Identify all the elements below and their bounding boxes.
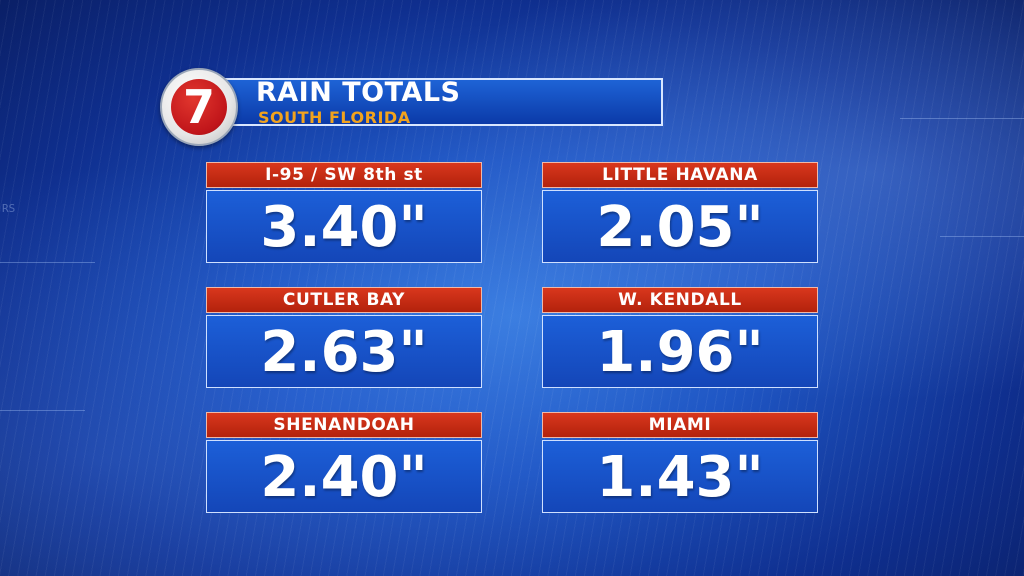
rain-total-value: 1.96"	[596, 320, 764, 385]
rain-total-value: 2.05"	[596, 195, 764, 260]
rain-total-box: 2.40"	[206, 440, 482, 513]
rain-total-box: 3.40"	[206, 190, 482, 263]
rain-total-box: 2.05"	[542, 190, 818, 263]
location-label: LITTLE HAVANA	[542, 162, 818, 188]
rain-total-box: 1.96"	[542, 315, 818, 388]
page-subtitle: SOUTH FLORIDA	[258, 108, 411, 127]
location-label: SHENANDOAH	[206, 412, 482, 438]
rain-total-value: 3.40"	[260, 195, 428, 260]
rain-total-value: 2.63"	[260, 320, 428, 385]
decorative-line	[940, 236, 1024, 237]
title-banner: RAIN TOTALS SOUTH FLORIDA 7	[160, 68, 665, 146]
page-title: RAIN TOTALS	[256, 77, 461, 108]
decorative-line	[0, 410, 85, 411]
rain-total-box: 1.43"	[542, 440, 818, 513]
location-label: W. KENDALL	[542, 287, 818, 313]
logo-number: 7	[182, 80, 215, 134]
channel-7-logo: 7	[160, 68, 238, 146]
rain-total-value: 1.43"	[596, 445, 764, 510]
location-label: MIAMI	[542, 412, 818, 438]
logo-badge: 7	[171, 79, 227, 135]
decorative-line	[0, 262, 95, 263]
title-bar	[218, 78, 663, 126]
decorative-line	[900, 118, 1024, 119]
rain-total-value: 2.40"	[260, 445, 428, 510]
location-label: I-95 / SW 8th st	[206, 162, 482, 188]
decorative-glyph: RS	[2, 202, 16, 215]
location-label: CUTLER BAY	[206, 287, 482, 313]
rain-total-box: 2.63"	[206, 315, 482, 388]
